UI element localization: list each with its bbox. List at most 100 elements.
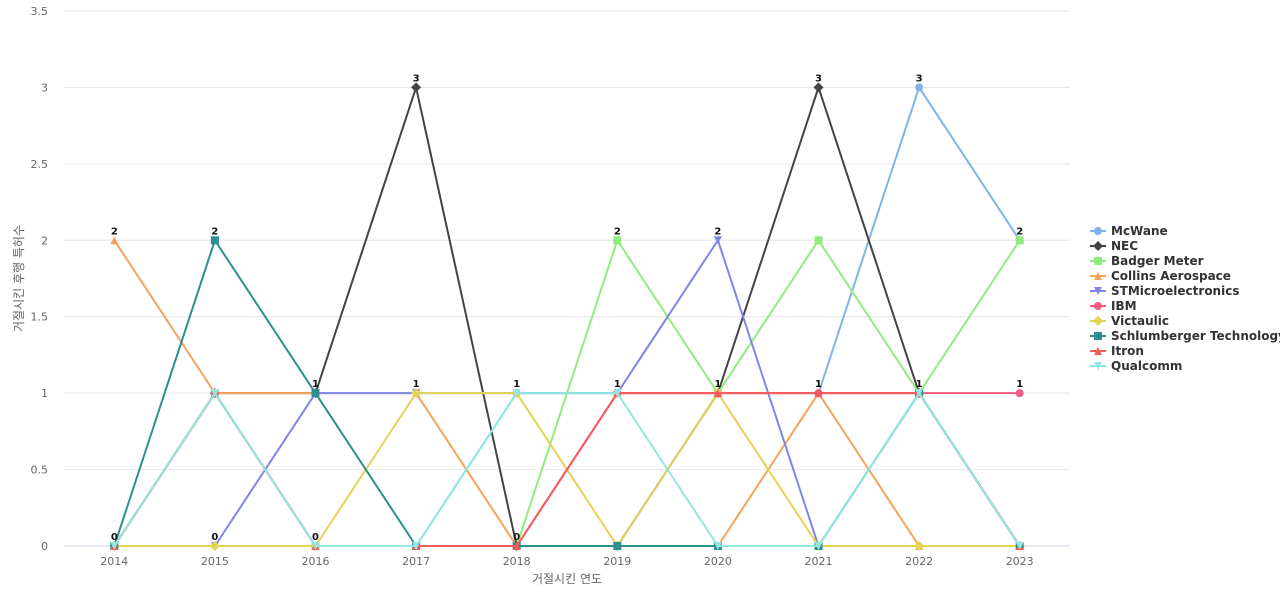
- data-label: 1: [614, 379, 621, 390]
- data-point: [814, 542, 823, 550]
- legend-label: Badger Meter: [1111, 254, 1204, 268]
- legend-marker: [1093, 241, 1103, 251]
- x-tick-label: 2020: [704, 555, 732, 568]
- data-point: [412, 542, 421, 550]
- legend-item-mcwane[interactable]: McWane: [1090, 224, 1168, 238]
- data-point: [914, 541, 925, 551]
- legend-label: Collins Aerospace: [1111, 269, 1231, 283]
- y-tick-label: 1: [41, 387, 48, 400]
- legend-marker: [1094, 257, 1102, 265]
- legend-marker: [1094, 362, 1102, 370]
- legend-item-ibm[interactable]: IBM: [1090, 299, 1137, 313]
- data-point: [613, 236, 622, 245]
- legend-marker: [1094, 332, 1102, 340]
- data-label: 2: [614, 226, 621, 237]
- data-point: [613, 542, 622, 550]
- legend-label: IBM: [1111, 299, 1137, 313]
- data-label: 0: [111, 532, 118, 543]
- y-tick-label: 2.5: [31, 158, 49, 171]
- data-label: 2: [211, 226, 218, 237]
- y-tick-label: 3: [41, 81, 48, 94]
- data-point: [1015, 389, 1024, 398]
- legend-item-itron[interactable]: Itron: [1090, 344, 1144, 358]
- data-label: 1: [815, 379, 822, 390]
- data-point: [311, 389, 320, 398]
- legend-marker: [1094, 227, 1102, 235]
- legend-marker: [1093, 316, 1103, 326]
- data-label: 1: [714, 379, 721, 390]
- legend-item-nec[interactable]: NEC: [1090, 239, 1138, 253]
- y-tick-label: 0: [41, 540, 48, 553]
- x-tick-label: 2018: [503, 555, 531, 568]
- data-point: [512, 542, 521, 550]
- data-point: [713, 236, 722, 245]
- data-point: [210, 389, 219, 398]
- legend-label: NEC: [1111, 239, 1138, 253]
- data-point: [713, 542, 722, 550]
- legend-label: Victaulic: [1111, 314, 1169, 328]
- x-tick-label: 2016: [302, 555, 330, 568]
- legend-item-collins-aerospace[interactable]: Collins Aerospace: [1090, 269, 1231, 283]
- data-point: [915, 389, 924, 398]
- data-point: [1015, 542, 1024, 550]
- legend-label: Schlumberger Technology: [1111, 329, 1280, 343]
- data-label: 3: [413, 73, 420, 84]
- data-point: [814, 389, 823, 398]
- data-point: [915, 83, 924, 92]
- legend-item-stmicroelectronics[interactable]: STMicroelectronics: [1090, 284, 1239, 298]
- data-labels: 0 0 0 3 0 2 2 3 3 2 2 2 1 1 1 1 1 1 1 1: [111, 73, 1023, 543]
- data-point: [613, 389, 622, 398]
- data-label: 2: [714, 226, 721, 237]
- data-point: [814, 236, 823, 245]
- data-label: 3: [916, 73, 923, 84]
- data-point: [110, 542, 119, 550]
- y-tick-label: 0.5: [31, 464, 49, 477]
- data-label: 2: [1016, 226, 1023, 237]
- x-axis-title: 거절시킨 연도: [532, 572, 602, 586]
- legend-marker: [1094, 287, 1102, 295]
- data-label: 1: [413, 379, 420, 390]
- data-point: [813, 82, 824, 93]
- y-tick-label: 1.5: [31, 311, 49, 324]
- data-point: [411, 82, 422, 93]
- x-tick-label: 2017: [402, 555, 430, 568]
- legend-marker: [1094, 272, 1102, 280]
- x-tick-label: 2014: [100, 555, 128, 568]
- x-tick-label: 2015: [201, 555, 229, 568]
- x-tick-label: 2023: [1006, 555, 1034, 568]
- data-point: [209, 541, 220, 551]
- legend-item-qualcomm[interactable]: Qualcomm: [1090, 359, 1182, 373]
- data-label: 0: [312, 532, 319, 543]
- legend-label: Qualcomm: [1111, 359, 1182, 373]
- series-qualcomm: [110, 389, 1024, 550]
- x-tick-label: 2022: [905, 555, 933, 568]
- data-label: 1: [1016, 379, 1023, 390]
- data-point: [411, 388, 422, 399]
- data-point: [713, 389, 722, 398]
- legend-label: McWane: [1111, 224, 1168, 238]
- legend-item-schlumberger-technology[interactable]: Schlumberger Technology: [1090, 329, 1280, 343]
- legend-marker: [1094, 347, 1102, 355]
- legend-item-victaulic[interactable]: Victaulic: [1090, 314, 1169, 328]
- data-label: 1: [513, 379, 520, 390]
- y-tick-label: 3.5: [31, 5, 49, 18]
- data-label: 0: [513, 532, 520, 543]
- y-tick-label: 2: [41, 234, 48, 247]
- data-point: [512, 389, 521, 398]
- x-tick-label: 2021: [805, 555, 833, 568]
- legend-label: Itron: [1111, 344, 1144, 358]
- legend-marker: [1094, 302, 1102, 310]
- data-label: 3: [815, 73, 822, 84]
- series-line: [113, 392, 1021, 547]
- y-axis-title: 거절시킨 후행 특허수: [11, 225, 26, 332]
- data-label: 0: [211, 532, 218, 543]
- legend-item-badger-meter[interactable]: Badger Meter: [1090, 254, 1204, 268]
- data-label: 2: [111, 226, 118, 237]
- data-point: [110, 236, 119, 245]
- data-label: 1: [916, 379, 923, 390]
- legend-label: STMicroelectronics: [1111, 284, 1239, 298]
- data-point: [1015, 236, 1024, 245]
- x-tick-label: 2019: [603, 555, 631, 568]
